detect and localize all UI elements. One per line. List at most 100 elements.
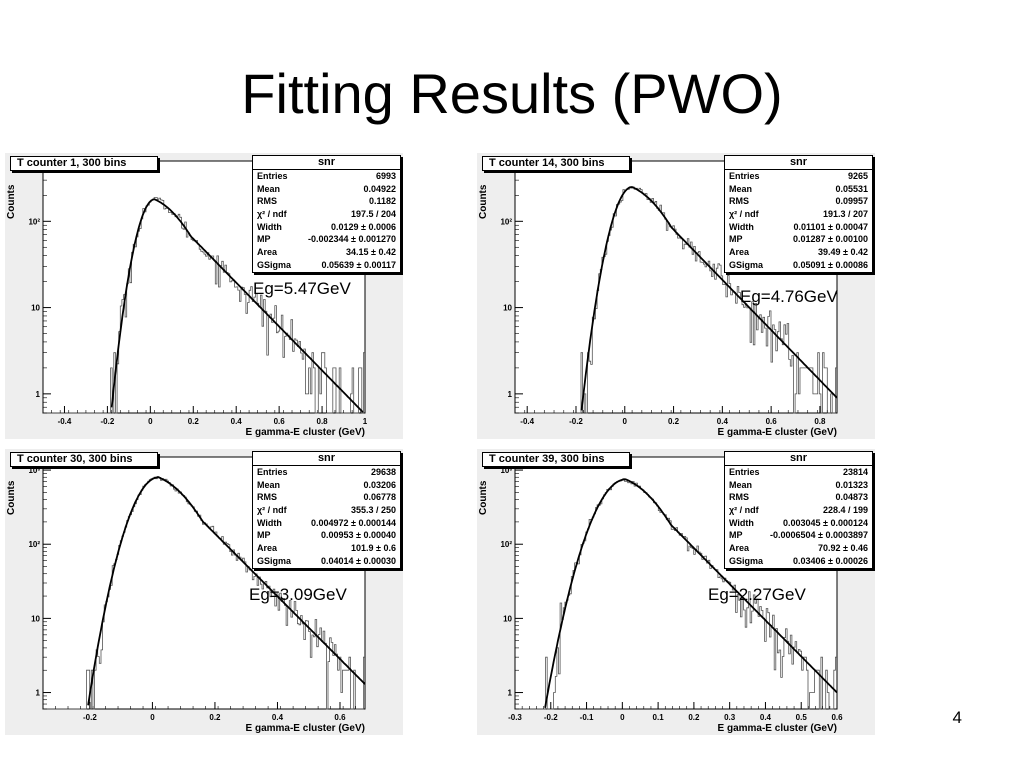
y-tick-label: 10³ xyxy=(28,466,40,475)
stats-value: 0.05639 ± 0.00117 xyxy=(321,259,396,270)
y-tick-label: 10 xyxy=(503,614,512,623)
x-tick-label: 0.2 xyxy=(209,713,221,722)
stats-value: 39.49 ± 0.42 xyxy=(818,247,868,258)
stats-label: Area xyxy=(257,247,278,258)
x-tick-label: -0.4 xyxy=(58,417,72,426)
stats-value: 191.3 / 207 xyxy=(822,209,868,220)
x-tick-label: -0.2 xyxy=(101,417,115,426)
stats-value: 0.03206 xyxy=(363,479,396,490)
histogram-bars xyxy=(43,476,365,710)
stats-value: 0.03406 ± 0.00026 xyxy=(792,555,868,566)
x-tick-label: 0.8 xyxy=(814,417,826,426)
stats-box: snr Entries 29638 Mean 0.03206 RMS 0.06778 χ² … xyxy=(252,451,401,569)
x-axis-label: E gamma-E cluster (GeV) xyxy=(245,427,365,438)
stats-row: Area 101.9 ± 0.6 xyxy=(253,542,400,555)
y-axis-label: Counts xyxy=(478,480,489,515)
y-tick-label: 1 xyxy=(508,390,513,399)
stats-label: Entries xyxy=(729,467,760,477)
x-tick-label: 0.8 xyxy=(317,417,329,426)
histogram-title: T counter 14, 300 bins xyxy=(482,156,630,171)
histogram-panel-t-counter-30: -0.2 0 0.2 0.4 0.6 1 10 10² 10³ T counter 30, 30… xyxy=(5,449,403,735)
histogram-panel-t-counter-39: -0.3 -0.2 -0.1 0 0.1 0.2 0.3 0.4 0.5 0.6 1 10 10² 10³… xyxy=(477,449,875,735)
stats-row: χ² / ndf 355.3 / 250 xyxy=(253,504,400,517)
stats-row: RMS 0.06778 xyxy=(253,491,400,504)
x-tick-label: 0 xyxy=(620,713,625,722)
histogram-title: T counter 1, 300 bins xyxy=(10,156,158,171)
stats-value: 0.05091 ± 0.00086 xyxy=(792,259,868,270)
stats-row: MP 0.00953 ± 0.00040 xyxy=(253,529,400,542)
stats-row: Area 34.15 ± 0.42 xyxy=(253,246,400,259)
stats-label: Area xyxy=(729,247,750,258)
stats-value: 228.4 / 199 xyxy=(822,505,868,516)
stats-label: Entries xyxy=(729,171,760,181)
stats-value: 0.05531 xyxy=(835,183,868,194)
stats-row: MP -0.002344 ± 0.001270 xyxy=(253,233,400,246)
x-tick-label: 0.4 xyxy=(760,713,772,722)
x-tick-label: 0 xyxy=(150,713,155,722)
stats-row: RMS 0.1182 xyxy=(253,195,400,208)
stats-row: Mean 0.05531 xyxy=(725,183,872,196)
x-tick-label: 0.4 xyxy=(231,417,243,426)
stats-row: Entries 9265 xyxy=(725,170,872,183)
x-tick-label: 0.1 xyxy=(653,713,665,722)
y-tick-label: 10 xyxy=(31,614,40,623)
stats-row: Mean 0.03206 xyxy=(253,479,400,492)
fit-curve xyxy=(544,478,838,708)
stats-row: Entries 6993 xyxy=(253,170,400,183)
stats-value: 0.01323 xyxy=(835,479,868,490)
stats-value: 0.04922 xyxy=(363,183,396,194)
stats-value: 0.00953 ± 0.00040 xyxy=(320,530,396,541)
stats-value: 0.004972 ± 0.000144 xyxy=(310,517,396,528)
y-tick-label: 10³ xyxy=(500,466,512,475)
stats-row: RMS 0.04873 xyxy=(725,491,872,504)
stats-row: Area 39.49 ± 0.42 xyxy=(725,246,872,259)
stats-label: MP xyxy=(257,530,271,541)
slide-title: Fitting Results (PWO) xyxy=(241,62,783,125)
energy-annotation: Eg=3.09GeV xyxy=(249,585,347,604)
histogram-panel-t-counter-1: -0.4 -0.2 0 0.2 0.4 0.6 0.8 1 1 10 10² T counter 1… xyxy=(5,153,403,439)
energy-annotation: Eg=4.76GeV xyxy=(740,287,838,306)
x-tick-label: 0.4 xyxy=(272,713,284,722)
stats-box: snr Entries 9265 Mean 0.05531 RMS 0.09957 χ² /… xyxy=(724,155,873,273)
stats-row: MP -0.0006504 ± 0.0003897 xyxy=(725,529,872,542)
histogram-bars xyxy=(43,197,365,414)
stats-value: 70.92 ± 0.46 xyxy=(818,543,868,554)
stats-label: RMS xyxy=(257,492,277,503)
stats-value: 197.5 / 204 xyxy=(350,209,396,220)
y-tick-label: 10² xyxy=(28,540,40,549)
stats-label: χ² / ndf xyxy=(257,505,287,516)
x-axis-label: E gamma-E cluster (GeV) xyxy=(717,427,837,438)
stats-label: MP xyxy=(729,234,743,245)
stats-label: RMS xyxy=(257,196,277,207)
stats-box-title: snr xyxy=(253,452,400,466)
stats-value: 6993 xyxy=(375,171,396,181)
stats-row: GSigma 0.05091 ± 0.00086 xyxy=(725,259,872,272)
x-tick-label: -0.3 xyxy=(508,713,522,722)
stats-box: snr Entries 23814 Mean 0.01323 RMS 0.04873 χ² … xyxy=(724,451,873,569)
stats-row: RMS 0.09957 xyxy=(725,195,872,208)
stats-row: Entries 29638 xyxy=(253,466,400,479)
stats-box: snr Entries 6993 Mean 0.04922 RMS 0.1182 χ² / … xyxy=(252,155,401,273)
histogram-title: T counter 39, 300 bins xyxy=(482,452,630,467)
stats-value: 0.06778 xyxy=(363,492,396,503)
x-axis-label: E gamma-E cluster (GeV) xyxy=(717,723,837,734)
y-tick-label: 1 xyxy=(36,390,41,399)
energy-annotation: Eg=2.27GeV xyxy=(708,585,806,604)
stats-value: 23814 xyxy=(842,467,868,477)
stats-label: GSigma xyxy=(729,259,764,270)
histogram-panel-t-counter-14: -0.4 -0.2 0 0.2 0.4 0.6 0.8 1 10 10² T counter 14… xyxy=(477,153,875,439)
stats-label: RMS xyxy=(729,492,749,503)
stats-value: 0.01101 ± 0.00047 xyxy=(793,221,868,232)
stats-row: GSigma 0.04014 ± 0.00030 xyxy=(253,555,400,568)
histogram-title: T counter 30, 300 bins xyxy=(10,452,158,467)
x-tick-label: 0.6 xyxy=(274,417,286,426)
stats-row: Width 0.01101 ± 0.00047 xyxy=(725,221,872,234)
histogram-bars xyxy=(515,478,837,710)
x-tick-label: -0.2 xyxy=(544,713,558,722)
x-tick-label: 0.6 xyxy=(766,417,778,426)
stats-row: χ² / ndf 197.5 / 204 xyxy=(253,208,400,221)
y-tick-label: 10² xyxy=(500,540,512,549)
stats-label: Entries xyxy=(257,467,288,477)
stats-value: 0.09957 xyxy=(835,196,868,207)
stats-value: 9265 xyxy=(847,171,868,181)
